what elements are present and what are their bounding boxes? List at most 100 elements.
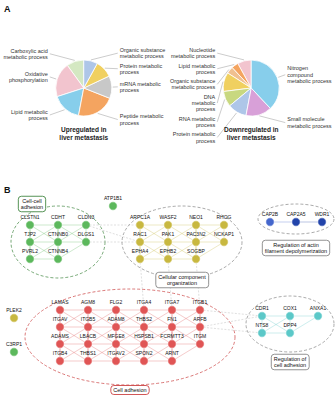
- node-label: FN1: [167, 316, 177, 322]
- node-label: AGM8: [81, 299, 95, 305]
- node: [258, 312, 266, 320]
- node-label: ITGAV2: [107, 350, 125, 356]
- cluster-label: Cellular componentorganization: [156, 272, 209, 288]
- slice-label: Organic substancemetabolic process: [170, 78, 216, 90]
- cluster-outline: [25, 289, 235, 385]
- node: [84, 340, 92, 348]
- leader-line: [217, 53, 244, 60]
- node-label: ARNT: [165, 350, 179, 356]
- slice-label: Protein metabolicprocess: [120, 63, 163, 75]
- node-label: FCRMTT3: [160, 333, 184, 339]
- node: [26, 238, 34, 246]
- cluster-outlines: [11, 204, 334, 385]
- cluster-label-box: [262, 240, 329, 256]
- node: [84, 357, 92, 365]
- node: [164, 255, 172, 263]
- node: [56, 323, 64, 331]
- node-label: ITGA7: [165, 299, 180, 305]
- node: [314, 312, 322, 320]
- node-label: THBS2: [136, 316, 152, 322]
- slice-label: RNA metabolicprocess: [179, 116, 216, 128]
- pie-title: Downregulated inliver metastasis: [224, 126, 279, 141]
- node: [192, 255, 200, 263]
- leader-line: [278, 75, 285, 78]
- node: [140, 340, 148, 348]
- node: [164, 221, 172, 229]
- node: [168, 323, 176, 331]
- node: [136, 238, 144, 246]
- node: [54, 255, 62, 263]
- cluster-outline: [258, 204, 334, 234]
- node: [168, 306, 176, 314]
- node-label: WASF2: [159, 214, 176, 220]
- slice-label: Lipid metabolicprocess: [11, 109, 48, 121]
- slice-label: Protein metabolicprocess: [173, 131, 216, 143]
- node: [112, 340, 120, 348]
- node: [112, 306, 120, 314]
- node-label: CAP2B: [262, 211, 279, 217]
- pie: [217, 53, 285, 137]
- leader-line: [91, 53, 118, 60]
- panel-label: B: [4, 185, 11, 195]
- cluster-label-box: [156, 272, 209, 288]
- node: [10, 348, 18, 356]
- node-label: COX1: [283, 305, 297, 311]
- node-label: ARPC1A: [130, 214, 151, 220]
- slice-label: DNAmetabolicprocess: [192, 94, 216, 113]
- node-label: ITGAV: [53, 316, 68, 322]
- cluster-label-text: Regulation ofcell adhesion: [274, 356, 307, 369]
- slice-label: Nitrogencompoundmetabolic process: [287, 65, 332, 84]
- node-label: CLSTN1: [20, 214, 39, 220]
- cluster-label-box: [271, 354, 309, 370]
- leader-line: [259, 116, 285, 123]
- node-label: ITGB5: [81, 316, 96, 322]
- node-label: CDHT: [51, 214, 65, 220]
- cluster-label-box: [111, 386, 149, 395]
- node: [112, 357, 120, 365]
- node: [26, 221, 34, 229]
- pie-slice: [84, 60, 97, 88]
- background: [0, 0, 335, 400]
- figure: ACarboxylic acidmetabolic processOxidati…: [0, 0, 335, 400]
- node: [192, 221, 200, 229]
- node-label: PAC3N2: [186, 231, 205, 237]
- node: [56, 306, 64, 314]
- nodes: [10, 202, 326, 365]
- cluster-outline: [246, 296, 334, 352]
- slice-label: Organic substancemetabolic process: [120, 47, 166, 59]
- node-label: PVRL2: [22, 248, 38, 254]
- slice-label: Lipid metabolicprocess: [179, 63, 216, 75]
- node-label: NTS8: [256, 322, 269, 328]
- node-label: ADAM8: [107, 316, 124, 322]
- cross-edge: [86, 225, 140, 226]
- node-label: PLEK2: [6, 307, 22, 313]
- node-label: NEO1: [189, 214, 203, 220]
- node: [84, 323, 92, 331]
- leader-line: [50, 110, 65, 115]
- node: [26, 255, 34, 263]
- node-label: CDR1: [255, 305, 269, 311]
- cross-edge: [200, 310, 262, 316]
- node-label: RHOG: [217, 214, 232, 220]
- node-label: CLDN3: [78, 214, 95, 220]
- node-label: LBACB: [80, 333, 97, 339]
- node-label: ARFB: [193, 316, 207, 322]
- node-label: EPHB2: [160, 248, 177, 254]
- cluster-label: Cell-celladhesion: [18, 196, 45, 212]
- node-label: ADAMS: [51, 333, 69, 339]
- slice-label: Small moleculemetabolic process: [287, 116, 332, 128]
- cross-edge: [200, 327, 262, 333]
- node-label: MFGE8: [107, 333, 124, 339]
- node: [82, 221, 90, 229]
- leader-line: [50, 54, 75, 61]
- node: [258, 329, 266, 337]
- node-label: PAK1: [162, 231, 175, 237]
- panel-label: A: [4, 4, 11, 14]
- node: [56, 340, 64, 348]
- node: [82, 238, 90, 246]
- node: [84, 306, 92, 314]
- node: [54, 221, 62, 229]
- cluster-label-box: [18, 196, 45, 212]
- cluster-label-text: Cell-celladhesion: [21, 198, 43, 211]
- slice-label: mRNA metabolicprocess: [120, 81, 161, 93]
